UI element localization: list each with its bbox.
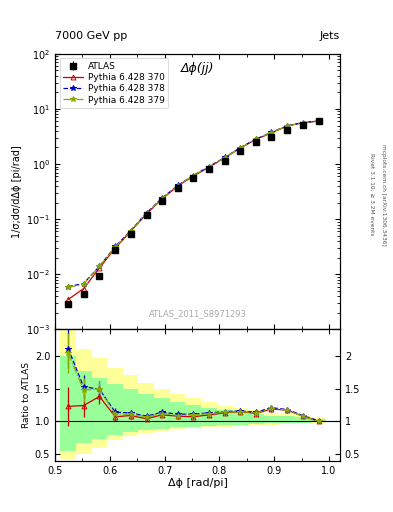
Pythia 6.428 378 (269, 130, 274, 136)
Y-axis label: 1/σ;dσ/dΔϕ [pi/rad]: 1/σ;dσ/dΔϕ [pi/rad] (12, 145, 22, 238)
Pythia 6.428 378 (128, 227, 133, 233)
Pythia 6.428 379 (128, 228, 133, 234)
Pythia 6.428 379 (113, 244, 118, 250)
Pythia 6.428 379 (222, 155, 227, 161)
Text: Δϕ(jj): Δϕ(jj) (181, 62, 214, 75)
Pythia 6.428 370 (175, 183, 180, 189)
Pythia 6.428 370 (222, 155, 227, 161)
Pythia 6.428 379 (66, 284, 70, 290)
Line: Pythia 6.428 379: Pythia 6.428 379 (65, 118, 321, 290)
Pythia 6.428 378 (66, 284, 70, 290)
Pythia 6.428 379 (144, 210, 149, 217)
Text: mcplots.cern.ch [arXiv:1306.3436]: mcplots.cern.ch [arXiv:1306.3436] (381, 144, 386, 245)
Pythia 6.428 378 (222, 154, 227, 160)
Pythia 6.428 370 (316, 118, 321, 124)
Pythia 6.428 370 (191, 173, 195, 179)
Line: Pythia 6.428 370: Pythia 6.428 370 (66, 119, 321, 302)
Pythia 6.428 379 (238, 145, 242, 151)
Pythia 6.428 370 (269, 130, 274, 136)
Pythia 6.428 379 (207, 164, 211, 170)
Pythia 6.428 378 (191, 173, 195, 179)
Legend: ATLAS, Pythia 6.428 370, Pythia 6.428 378, Pythia 6.428 379: ATLAS, Pythia 6.428 370, Pythia 6.428 37… (59, 58, 168, 108)
Pythia 6.428 378 (113, 243, 118, 249)
Pythia 6.428 370 (81, 286, 86, 292)
Pythia 6.428 370 (128, 228, 133, 234)
Y-axis label: Ratio to ATLAS: Ratio to ATLAS (22, 362, 31, 428)
Pythia 6.428 379 (81, 281, 86, 287)
Pythia 6.428 378 (144, 210, 149, 216)
Text: Rivet 3.1.10, ≥ 3.2M events: Rivet 3.1.10, ≥ 3.2M events (369, 153, 374, 236)
Pythia 6.428 370 (160, 196, 164, 202)
Text: 7000 GeV pp: 7000 GeV pp (55, 31, 127, 41)
Pythia 6.428 379 (160, 196, 164, 202)
Pythia 6.428 378 (285, 123, 290, 129)
Pythia 6.428 379 (300, 120, 305, 126)
Pythia 6.428 370 (113, 245, 118, 251)
Text: Jets: Jets (320, 31, 340, 41)
Pythia 6.428 378 (238, 144, 242, 151)
Pythia 6.428 378 (175, 182, 180, 188)
Pythia 6.428 379 (269, 130, 274, 136)
Pythia 6.428 379 (191, 173, 195, 179)
Text: ATLAS_2011_S8971293: ATLAS_2011_S8971293 (149, 309, 246, 318)
Line: Pythia 6.428 378: Pythia 6.428 378 (65, 118, 321, 289)
Pythia 6.428 378 (207, 163, 211, 169)
Pythia 6.428 370 (144, 211, 149, 217)
Pythia 6.428 370 (207, 164, 211, 170)
Pythia 6.428 378 (81, 281, 86, 287)
Pythia 6.428 378 (316, 118, 321, 124)
Pythia 6.428 379 (175, 183, 180, 189)
Pythia 6.428 370 (97, 265, 102, 271)
Pythia 6.428 379 (316, 118, 321, 124)
Pythia 6.428 370 (238, 145, 242, 151)
Pythia 6.428 370 (285, 123, 290, 129)
Pythia 6.428 370 (254, 136, 259, 142)
Pythia 6.428 378 (300, 119, 305, 125)
Pythia 6.428 370 (66, 296, 70, 303)
X-axis label: Δϕ [rad/pi]: Δϕ [rad/pi] (167, 478, 228, 488)
Pythia 6.428 378 (254, 136, 259, 142)
Pythia 6.428 379 (97, 263, 102, 269)
Pythia 6.428 378 (160, 195, 164, 201)
Pythia 6.428 379 (254, 136, 259, 142)
Pythia 6.428 378 (97, 263, 102, 269)
Pythia 6.428 379 (285, 123, 290, 129)
Pythia 6.428 370 (300, 120, 305, 126)
